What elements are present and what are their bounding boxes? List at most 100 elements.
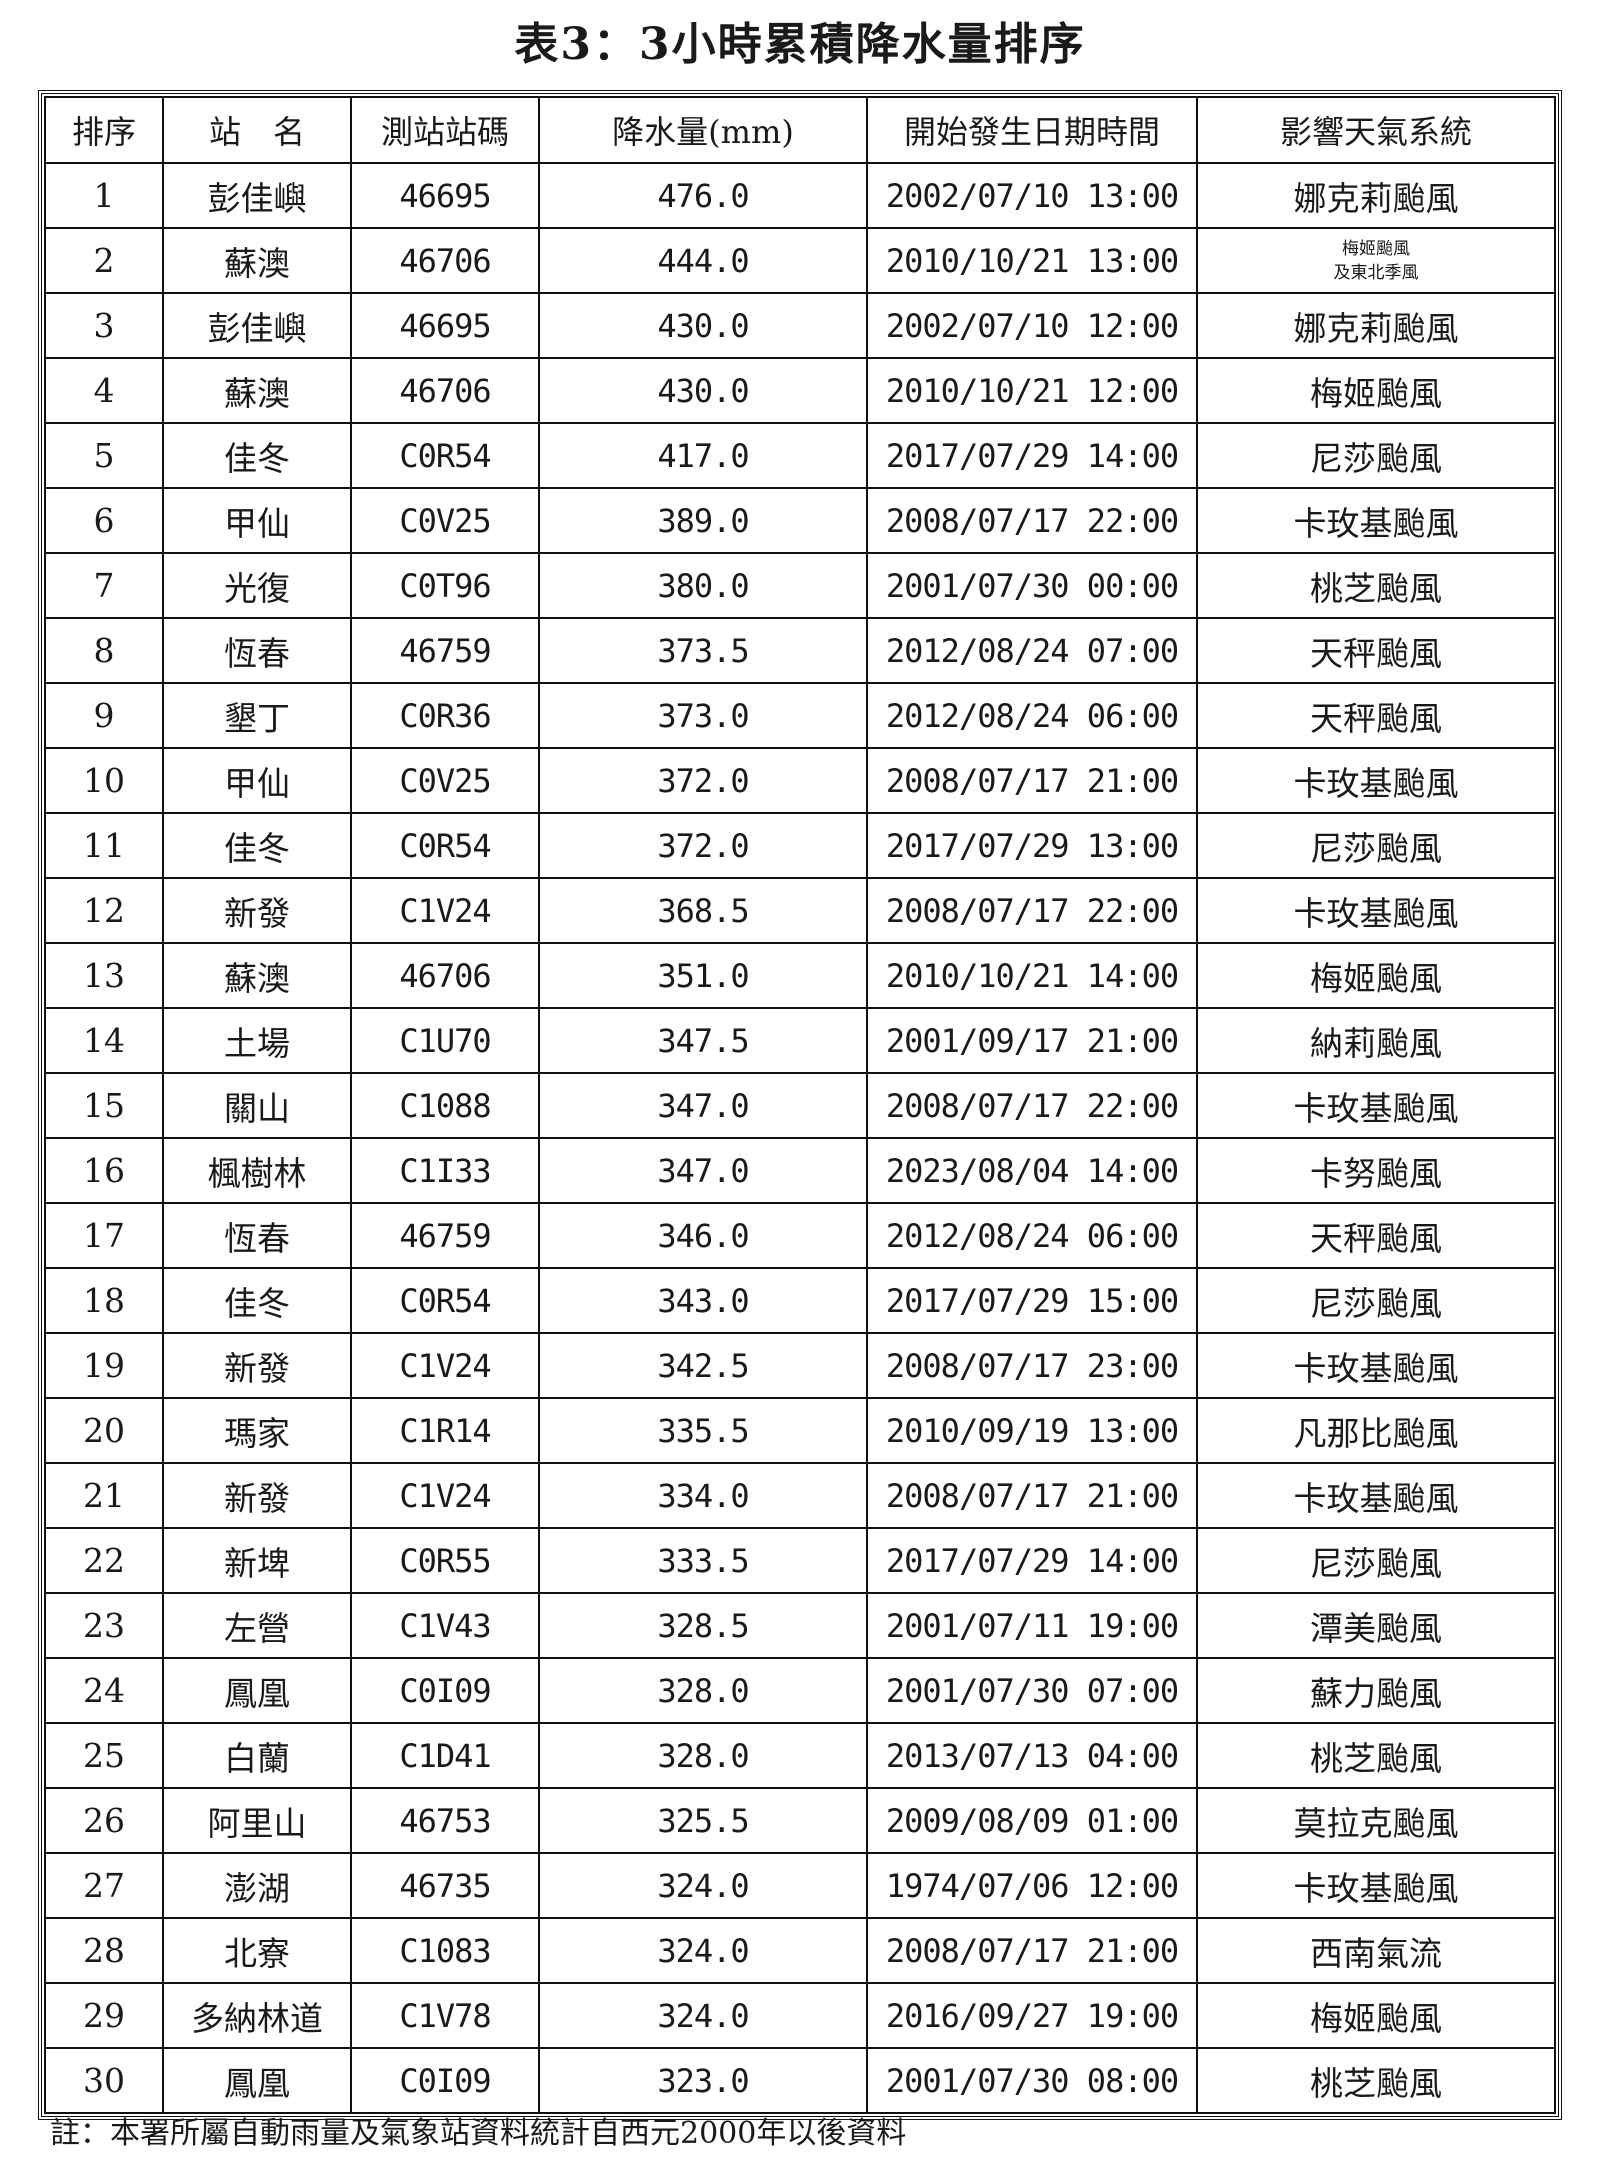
cell-station-code: C1V43 — [350, 1592, 540, 1659]
cell-station-name: 楓樹林 — [162, 1137, 352, 1204]
cell-weather-system: 娜克莉颱風 — [1196, 292, 1556, 359]
cell-station-name: 北寮 — [162, 1917, 352, 1984]
cell-station-code: C1U70 — [350, 1007, 540, 1074]
cell-rainfall: 346.0 — [538, 1202, 868, 1269]
table-row: 15 關山 C1088 347.0 2008/07/17 22:00 卡玫基颱風 — [44, 1072, 1556, 1139]
rainfall-ranking-table: 排序 站 名 測站站碼 降水量(mm) 開始發生日期時間 影響天氣系統 1 彭佳嶼… — [38, 90, 1562, 2120]
table-row: 4 蘇澳 46706 430.0 2010/10/21 12:00 梅姬颱風 — [44, 357, 1556, 424]
cell-station-name: 佳冬 — [162, 422, 352, 489]
cell-weather-system: 西南氣流 — [1196, 1917, 1556, 1984]
table-row: 10 甲仙 C0V25 372.0 2008/07/17 21:00 卡玫基颱風 — [44, 747, 1556, 814]
cell-start-datetime: 2012/08/24 06:00 — [866, 682, 1198, 749]
header-weather-system: 影響天氣系統 — [1196, 96, 1556, 164]
cell-rank: 1 — [44, 162, 164, 229]
cell-rank: 29 — [44, 1982, 164, 2049]
cell-station-code: 46706 — [350, 942, 540, 1009]
cell-station-code: 46706 — [350, 227, 540, 294]
cell-station-name: 甲仙 — [162, 747, 352, 814]
cell-station-code: 46695 — [350, 292, 540, 359]
table-row: 19 新發 C1V24 342.5 2008/07/17 23:00 卡玫基颱風 — [44, 1332, 1556, 1399]
cell-rank: 30 — [44, 2047, 164, 2114]
cell-rank: 17 — [44, 1202, 164, 1269]
cell-rainfall: 430.0 — [538, 357, 868, 424]
cell-rank: 14 — [44, 1007, 164, 1074]
cell-station-code: C1088 — [350, 1072, 540, 1139]
cell-station-name: 蘇澳 — [162, 357, 352, 424]
cell-start-datetime: 2001/09/17 21:00 — [866, 1007, 1198, 1074]
cell-rank: 24 — [44, 1657, 164, 1724]
header-rank: 排序 — [44, 96, 164, 164]
cell-start-datetime: 2012/08/24 07:00 — [866, 617, 1198, 684]
cell-rank: 2 — [44, 227, 164, 294]
table-row: 21 新發 C1V24 334.0 2008/07/17 21:00 卡玫基颱風 — [44, 1462, 1556, 1529]
cell-rainfall: 323.0 — [538, 2047, 868, 2114]
cell-station-name: 佳冬 — [162, 812, 352, 879]
table-row: 29 多納林道 C1V78 324.0 2016/09/27 19:00 梅姬颱風 — [44, 1982, 1556, 2049]
cell-station-code: C1V24 — [350, 1332, 540, 1399]
table-row: 18 佳冬 C0R54 343.0 2017/07/29 15:00 尼莎颱風 — [44, 1267, 1556, 1334]
table-row: 28 北寮 C1083 324.0 2008/07/17 21:00 西南氣流 — [44, 1917, 1556, 1984]
cell-start-datetime: 2016/09/27 19:00 — [866, 1982, 1198, 2049]
cell-rank: 27 — [44, 1852, 164, 1919]
cell-rank: 13 — [44, 942, 164, 1009]
cell-station-name: 佳冬 — [162, 1267, 352, 1334]
cell-start-datetime: 2008/07/17 23:00 — [866, 1332, 1198, 1399]
cell-start-datetime: 2008/07/17 22:00 — [866, 877, 1198, 944]
cell-station-name: 光復 — [162, 552, 352, 619]
cell-rainfall: 368.5 — [538, 877, 868, 944]
cell-weather-system: 梅姬颱風 — [1196, 1982, 1556, 2049]
cell-weather-system: 桃芝颱風 — [1196, 552, 1556, 619]
cell-station-name: 甲仙 — [162, 487, 352, 554]
cell-rainfall: 334.0 — [538, 1462, 868, 1529]
cell-station-code: C1V24 — [350, 877, 540, 944]
cell-station-name: 鳳凰 — [162, 2047, 352, 2114]
table-row: 30 鳳凰 C0I09 323.0 2001/07/30 08:00 桃芝颱風 — [44, 2047, 1556, 2114]
cell-start-datetime: 2001/07/30 08:00 — [866, 2047, 1198, 2114]
table-row: 24 鳳凰 C0I09 328.0 2001/07/30 07:00 蘇力颱風 — [44, 1657, 1556, 1724]
cell-start-datetime: 2008/07/17 22:00 — [866, 487, 1198, 554]
cell-rainfall: 325.5 — [538, 1787, 868, 1854]
cell-start-datetime: 2017/07/29 13:00 — [866, 812, 1198, 879]
table-row: 9 墾丁 C0R36 373.0 2012/08/24 06:00 天秤颱風 — [44, 682, 1556, 749]
cell-rank: 18 — [44, 1267, 164, 1334]
cell-rank: 15 — [44, 1072, 164, 1139]
cell-station-code: C1V78 — [350, 1982, 540, 2049]
cell-weather-system: 卡玫基颱風 — [1196, 1852, 1556, 1919]
cell-start-datetime: 2017/07/29 15:00 — [866, 1267, 1198, 1334]
cell-start-datetime: 2008/07/17 22:00 — [866, 1072, 1198, 1139]
table-row: 2 蘇澳 46706 444.0 2010/10/21 13:00 梅姬颱風 及東北季風 — [44, 227, 1556, 294]
header-station-code: 測站站碼 — [350, 96, 540, 164]
cell-start-datetime: 2010/10/21 14:00 — [866, 942, 1198, 1009]
cell-rainfall: 373.5 — [538, 617, 868, 684]
cell-weather-system: 卡玫基颱風 — [1196, 487, 1556, 554]
cell-rainfall: 324.0 — [538, 1982, 868, 2049]
cell-rainfall: 372.0 — [538, 812, 868, 879]
cell-station-name: 墾丁 — [162, 682, 352, 749]
cell-rank: 25 — [44, 1722, 164, 1789]
table-row: 17 恆春 46759 346.0 2012/08/24 06:00 天秤颱風 — [44, 1202, 1556, 1269]
cell-station-code: C1083 — [350, 1917, 540, 1984]
table-row: 5 佳冬 C0R54 417.0 2017/07/29 14:00 尼莎颱風 — [44, 422, 1556, 489]
cell-weather-system: 尼莎颱風 — [1196, 1527, 1556, 1594]
table-row: 11 佳冬 C0R54 372.0 2017/07/29 13:00 尼莎颱風 — [44, 812, 1556, 879]
cell-station-name: 新發 — [162, 877, 352, 944]
cell-rainfall: 328.0 — [538, 1722, 868, 1789]
cell-weather-system: 天秤颱風 — [1196, 682, 1556, 749]
cell-station-name: 蘇澳 — [162, 942, 352, 1009]
cell-station-name: 恆春 — [162, 1202, 352, 1269]
cell-station-name: 彭佳嶼 — [162, 162, 352, 229]
cell-station-name: 土場 — [162, 1007, 352, 1074]
cell-rainfall: 351.0 — [538, 942, 868, 1009]
cell-station-name: 白蘭 — [162, 1722, 352, 1789]
table-row: 20 瑪家 C1R14 335.5 2010/09/19 13:00 凡那比颱風 — [44, 1397, 1556, 1464]
table-row: 26 阿里山 46753 325.5 2009/08/09 01:00 莫拉克颱風 — [44, 1787, 1556, 1854]
cell-station-code: 46759 — [350, 617, 540, 684]
cell-rank: 21 — [44, 1462, 164, 1529]
cell-weather-system: 尼莎颱風 — [1196, 422, 1556, 489]
table-row: 16 楓樹林 C1I33 347.0 2023/08/04 14:00 卡努颱風 — [44, 1137, 1556, 1204]
cell-start-datetime: 2010/09/19 13:00 — [866, 1397, 1198, 1464]
cell-rank: 10 — [44, 747, 164, 814]
cell-station-code: C1D41 — [350, 1722, 540, 1789]
cell-weather-system: 桃芝颱風 — [1196, 2047, 1556, 2114]
cell-weather-system: 梅姬颱風 — [1196, 942, 1556, 1009]
